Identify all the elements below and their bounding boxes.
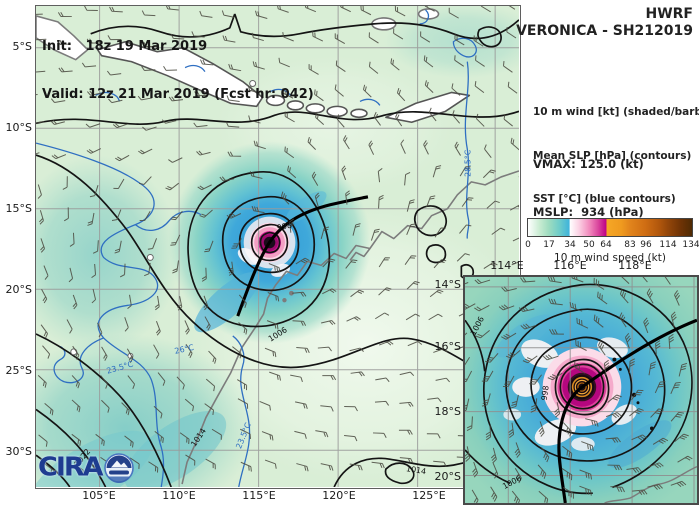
cb-tick-17: 17: [543, 240, 555, 250]
slp-label-1014b: 1014: [405, 464, 426, 476]
cira-logo-badge-icon: [103, 452, 134, 483]
y-tick-5s: 5°S: [12, 40, 32, 53]
slp-label-998: 998: [276, 221, 293, 233]
cb-tick-114: 114: [659, 240, 677, 250]
x-tick-125e: 125°E: [412, 489, 446, 502]
init-valid-block: Init: 18z 19 Mar 2019 Valid: 12z 21 Mar …: [42, 7, 314, 135]
legend-slp: Mean SLP [hPa] (contours): [533, 149, 692, 162]
x-tick-105e: 105°E: [82, 489, 116, 502]
cb-tick-50: 50: [583, 240, 595, 250]
main-map-canvas: 998 1006 1014 1014 1022 23.5°C 23.5°C 26…: [36, 6, 519, 487]
wind-speed-colorbar: [527, 218, 693, 237]
cb-tick-83: 83: [624, 240, 636, 250]
main-map: 998 1006 1014 1014 1022 23.5°C 23.5°C 26…: [35, 5, 521, 489]
inset-x-tick-116e: 116°E: [553, 259, 587, 272]
legend-sst: SST [°C] (blue contours): [533, 193, 676, 205]
x-tick-115e: 115°E: [242, 489, 276, 502]
inset-x-tick-118e: 118°E: [618, 259, 652, 272]
x-tick-110e: 110°E: [162, 489, 196, 502]
cb-tick-134: 134: [682, 240, 699, 250]
colorbar-label: 10 m wind speed (kt): [554, 252, 666, 264]
valid-line: Valid: 12z 21 Mar 2019 (Fcst hr: 042): [42, 87, 314, 102]
inset-y-tick-18s: 18°S: [434, 405, 461, 418]
sst-label-26: 26°C: [174, 343, 196, 356]
inset-y-tick-14s: 14°S: [434, 278, 461, 291]
vmax-value: VMAX: 125.0 (kt): [533, 157, 644, 171]
cira-logo: CIRA: [38, 452, 134, 483]
inset-zoom-map: 1006 998 1006: [463, 275, 699, 505]
inset-wind-barb-layer: [465, 277, 693, 503]
inset-y-tick-16s: 16°S: [434, 340, 461, 353]
inset-x-tick-114e: 114°E: [490, 259, 524, 272]
y-tick-25s: 25°S: [5, 364, 32, 377]
sst-contour-layer: [36, 9, 477, 487]
cb-tick-34: 34: [564, 240, 576, 250]
inset-y-tick-20s: 20°S: [434, 470, 461, 483]
cira-logo-text: CIRA: [38, 452, 104, 483]
storm-id: VERONICA - SH212019: [516, 23, 693, 39]
cb-tick-64: 64: [600, 240, 612, 250]
x-tick-120e: 120°E: [322, 489, 356, 502]
intensity-block: VMAX: 125.0 (kt) MSLP: 934 (hPa): [533, 124, 644, 252]
y-tick-10s: 10°S: [5, 121, 32, 134]
inset-map-canvas: 1006 998 1006: [465, 277, 697, 503]
cb-tick-0: 0: [525, 240, 531, 250]
legend-wind: 10 m wind [kt] (shaded/barb): [533, 106, 699, 118]
y-tick-15s: 15°S: [5, 202, 32, 215]
title-block: HWRF VERONICA - SH212019: [516, 6, 693, 40]
model-name: HWRF: [645, 6, 693, 22]
wind-barb-layer: [36, 6, 519, 476]
y-tick-20s: 20°S: [5, 283, 32, 296]
field-legend: 10 m wind [kt] (shaded/barb) Mean SLP [h…: [533, 76, 699, 236]
cb-tick-96: 96: [640, 240, 652, 250]
marker-circles: [70, 80, 257, 359]
init-line: Init: 18z 19 Mar 2019: [42, 39, 208, 54]
mslp-value: MSLP: 934 (hPa): [533, 205, 644, 219]
inset-islands: [612, 357, 654, 431]
sst-label-28-5: 28.5°C: [463, 149, 472, 177]
inset-slp-label-998: 998: [540, 385, 551, 401]
y-tick-30s: 30°S: [5, 445, 32, 458]
